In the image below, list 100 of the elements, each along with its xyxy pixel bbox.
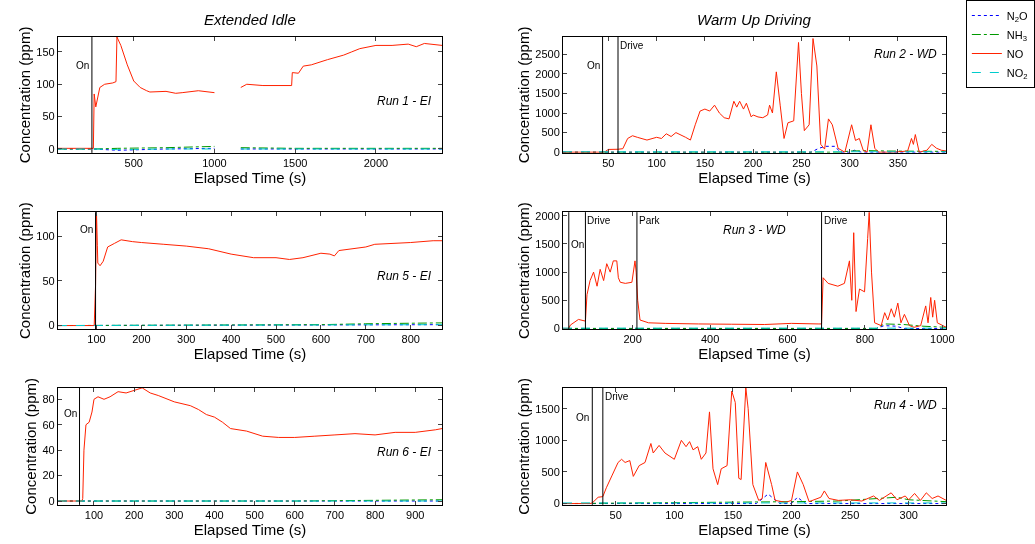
ref-line-label: On [571, 239, 585, 250]
x-tick-label: 200 [623, 333, 642, 346]
x-tick-label: 100 [87, 333, 106, 346]
y-tick-label: 80 [42, 393, 55, 406]
ref-line-label: Drive [605, 391, 629, 402]
y-tick-label: 1000 [535, 265, 560, 278]
ref-line-label: Park [639, 215, 661, 226]
y-axis-title: Concentration (ppm) [514, 202, 532, 340]
y-tick-label: 2500 [535, 48, 560, 61]
y-tick-label: 1500 [535, 402, 560, 415]
x-tick-label: 100 [665, 509, 684, 522]
x-tick-label: 50 [602, 157, 615, 170]
chart-title: Warm Up Driving [697, 11, 812, 28]
x-tick-label: 500 [245, 509, 264, 522]
annotation: Run 3 - WD [723, 223, 787, 237]
annotation: Run 5 - EI [377, 269, 432, 283]
y-tick-label: 0 [553, 497, 560, 510]
y-tick-label: 1500 [535, 87, 560, 100]
annotation: Run 6 - EI [377, 445, 432, 459]
y-tick-label: 150 [36, 45, 55, 58]
x-tick-label: 600 [285, 509, 304, 522]
y-tick-label: 0 [48, 142, 55, 155]
y-tick-label: 500 [541, 294, 560, 307]
ref-line-label: On [576, 412, 590, 423]
y-tick-label: 20 [42, 469, 55, 482]
annotation: Run 1 - EI [377, 94, 432, 108]
x-tick-label: 300 [899, 509, 918, 522]
x-tick-label: 150 [695, 157, 715, 170]
x-tick-label: 700 [356, 333, 375, 346]
y-tick-label: 100 [36, 78, 55, 91]
x-axis-title: Elapsed Time (s) [698, 345, 811, 363]
y-tick-label: 500 [541, 465, 560, 478]
x-tick-label: 300 [840, 157, 859, 170]
ref-line-label: Drive [620, 40, 644, 51]
x-tick-label: 1500 [282, 157, 308, 170]
x-tick-label: 200 [743, 157, 763, 170]
y-tick-label: 0 [48, 319, 55, 332]
y-axis-title: Concentration (ppm) [514, 26, 532, 164]
x-tick-label: 800 [401, 333, 420, 346]
y-tick-label: 1000 [535, 106, 560, 119]
y-tick-label: 2000 [535, 209, 560, 222]
x-tick-label: 800 [855, 333, 875, 346]
x-tick-label: 700 [325, 509, 345, 522]
x-tick-label: 300 [177, 333, 196, 346]
ref-line-label: On [80, 224, 94, 235]
y-tick-label: 0 [553, 322, 560, 335]
ref-line-label: On [76, 60, 90, 71]
y-axis-title: Concentration (ppm) [15, 26, 33, 164]
x-tick-label: 100 [84, 509, 104, 522]
x-tick-label: 250 [840, 509, 860, 522]
ref-line-label: On [64, 408, 78, 419]
x-tick-label: 800 [365, 509, 385, 522]
x-tick-label: 1000 [930, 333, 955, 346]
y-tick-label: 0 [48, 494, 55, 507]
y-tick-label: 60 [42, 418, 55, 431]
x-tick-label: 200 [782, 509, 801, 522]
ref-line-label: Drive [824, 215, 848, 226]
y-tick-label: 100 [36, 230, 55, 243]
x-tick-label: 250 [792, 157, 811, 170]
legend-label: NH$_{3}$ [1006, 28, 1028, 44]
x-tick-label: 400 [700, 333, 720, 346]
x-tick-label: 400 [221, 333, 241, 346]
x-tick-label: 600 [311, 333, 331, 346]
chart-title: Extended Idle [204, 11, 296, 28]
x-tick-label: 600 [778, 333, 797, 346]
y-tick-label: 2000 [535, 67, 560, 80]
ref-line-label: On [587, 60, 601, 71]
x-axis-title: Elapsed Time (s) [193, 345, 307, 363]
x-axis-title: Elapsed Time (s) [193, 169, 307, 187]
x-tick-label: 400 [205, 509, 224, 522]
x-tick-label: 900 [406, 509, 425, 522]
annotation: Run 2 - WD [874, 47, 938, 61]
y-tick-label: 40 [42, 444, 55, 457]
ref-line-label: Drive [587, 215, 611, 226]
y-tick-label: 500 [541, 126, 560, 139]
x-tick-label: 300 [165, 509, 184, 522]
legend-label: NO$_{2}$ [1006, 66, 1028, 82]
y-tick-label: 50 [42, 110, 55, 123]
x-tick-label: 1000 [202, 157, 227, 170]
y-tick-label: 0 [553, 146, 560, 159]
x-tick-label: 150 [723, 509, 743, 522]
y-axis-title: Concentration (ppm) [514, 377, 532, 515]
x-tick-label: 500 [124, 157, 143, 170]
x-tick-label: 500 [266, 333, 286, 346]
annotation: Run 4 - WD [874, 398, 938, 412]
x-axis-title: Elapsed Time (s) [698, 521, 811, 539]
legend-label: N$_{2}$O [1006, 9, 1029, 25]
x-tick-label: 200 [124, 509, 144, 522]
x-tick-label: 200 [132, 333, 151, 346]
y-tick-label: 1500 [535, 237, 560, 250]
y-axis-title: Concentration (ppm) [15, 202, 33, 340]
x-axis-title: Elapsed Time (s) [193, 521, 307, 539]
y-tick-label: 1000 [535, 434, 560, 447]
x-tick-label: 2000 [363, 157, 389, 170]
y-tick-label: 50 [42, 274, 55, 287]
x-tick-label: 350 [888, 157, 908, 170]
y-axis-title: Concentration (ppm) [21, 377, 39, 515]
x-axis-title: Elapsed Time (s) [698, 169, 811, 187]
x-tick-label: 50 [609, 509, 622, 522]
x-tick-label: 100 [647, 157, 666, 170]
